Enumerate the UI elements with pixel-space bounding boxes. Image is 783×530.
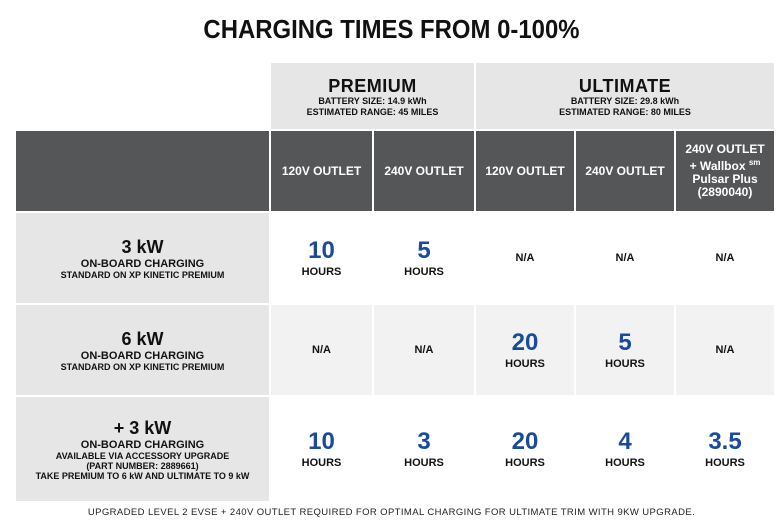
row-kw: + 3 kW bbox=[113, 418, 172, 438]
table-cell: 20 HOURS bbox=[476, 305, 574, 395]
wallbox-line-1: 240V OUTLET bbox=[685, 142, 765, 156]
row-sub1: ON-BOARD CHARGING bbox=[80, 258, 205, 270]
table-corner bbox=[16, 63, 269, 129]
row-header-plus-3kw: + 3 kW ON-BOARD CHARGING AVAILABLE VIA A… bbox=[16, 397, 269, 501]
column-header-wallbox: 240V OUTLET + Wallbox sm Pulsar Plus (28… bbox=[676, 131, 774, 211]
table-cell: 20 HOURS bbox=[476, 397, 574, 501]
row-kw: 6 kW bbox=[121, 329, 164, 349]
column-header: 120V OUTLET bbox=[271, 131, 372, 211]
plan-range: ESTIMATED RANGE: 80 MILES bbox=[559, 107, 691, 117]
cell-na: N/A bbox=[715, 344, 735, 356]
column-header: 240V OUTLET bbox=[576, 131, 674, 211]
table-cell: N/A bbox=[676, 305, 774, 395]
plan-battery: BATTERY SIZE: 29.8 kWh bbox=[570, 96, 680, 106]
cell-unit: HOURS bbox=[404, 456, 444, 469]
cell-unit: HOURS bbox=[404, 265, 444, 278]
cell-na: N/A bbox=[414, 344, 434, 356]
cell-number: 20 bbox=[511, 328, 539, 356]
table-cell: 4 HOURS bbox=[576, 397, 674, 501]
column-header: 120V OUTLET bbox=[476, 131, 574, 211]
wallbox-line-4: (2890040) bbox=[697, 185, 753, 199]
row-sub1: ON-BOARD CHARGING bbox=[80, 439, 205, 451]
cell-number: 5 bbox=[417, 236, 431, 264]
row-sub1: ON-BOARD CHARGING bbox=[80, 350, 205, 362]
table-cell: 10 HOURS bbox=[271, 213, 372, 303]
plan-battery: BATTERY SIZE: 14.9 kWh bbox=[318, 96, 427, 106]
cell-number: 10 bbox=[308, 427, 335, 455]
plan-name: ULTIMATE bbox=[578, 76, 672, 96]
footnote: UPGRADED LEVEL 2 EVSE + 240V OUTLET REQU… bbox=[87, 507, 696, 518]
plan-header-premium: PREMIUM BATTERY SIZE: 14.9 kWh ESTIMATED… bbox=[271, 63, 474, 129]
cell-number: 5 bbox=[618, 328, 632, 356]
table-cell: N/A bbox=[271, 305, 372, 395]
table-cell: N/A bbox=[576, 213, 674, 303]
plan-name: PREMIUM bbox=[328, 76, 417, 96]
table-cell: 10 HOURS bbox=[271, 397, 372, 501]
table-cell: N/A bbox=[676, 213, 774, 303]
wallbox-line-3: Pulsar Plus bbox=[692, 172, 758, 186]
row-sub2: STANDARD ON XP KINETIC PREMIUM bbox=[60, 362, 225, 372]
cell-unit: HOURS bbox=[301, 265, 342, 278]
row-kw: 3 kW bbox=[121, 237, 164, 257]
cell-number: 3 bbox=[417, 427, 431, 455]
wallbox-line-2: + Wallbox sm bbox=[689, 158, 761, 173]
row-header-3kw: 3 kW ON-BOARD CHARGING STANDARD ON XP KI… bbox=[16, 213, 269, 303]
cell-unit: HOURS bbox=[605, 456, 645, 469]
charging-times-table: PREMIUM BATTERY SIZE: 14.9 kWh ESTIMATED… bbox=[16, 63, 774, 501]
table-cell: 3 HOURS bbox=[374, 397, 474, 501]
plan-range: ESTIMATED RANGE: 45 MILES bbox=[306, 107, 439, 117]
cell-unit: HOURS bbox=[301, 456, 342, 469]
column-header-blank bbox=[16, 131, 269, 211]
cell-number: 20 bbox=[511, 427, 539, 455]
row-sub2: AVAILABLE VIA ACCESSORY UPGRADE (PART NU… bbox=[35, 451, 250, 481]
cell-number: 3.5 bbox=[708, 427, 742, 455]
column-header: 240V OUTLET bbox=[374, 131, 474, 211]
cell-na: N/A bbox=[715, 252, 735, 264]
row-sub2: STANDARD ON XP KINETIC PREMIUM bbox=[60, 270, 225, 280]
table-cell: 3.5 HOURS bbox=[676, 397, 774, 501]
plan-header-ultimate: ULTIMATE BATTERY SIZE: 29.8 kWh ESTIMATE… bbox=[476, 63, 774, 129]
table-cell: N/A bbox=[476, 213, 574, 303]
cell-na: N/A bbox=[515, 252, 535, 264]
table-cell: 5 HOURS bbox=[576, 305, 674, 395]
cell-na: N/A bbox=[615, 252, 635, 264]
page-title: CHARGING TIMES FROM 0-100% bbox=[203, 14, 580, 44]
cell-unit: HOURS bbox=[505, 456, 545, 469]
cell-unit: HOURS bbox=[505, 357, 545, 370]
cell-number: 10 bbox=[308, 236, 335, 264]
table-cell: 5 HOURS bbox=[374, 213, 474, 303]
table-cell: N/A bbox=[374, 305, 474, 395]
cell-na: N/A bbox=[312, 344, 331, 356]
cell-unit: HOURS bbox=[605, 357, 645, 370]
row-header-6kw: 6 kW ON-BOARD CHARGING STANDARD ON XP KI… bbox=[16, 305, 269, 395]
cell-number: 4 bbox=[618, 427, 632, 455]
cell-unit: HOURS bbox=[705, 456, 745, 469]
